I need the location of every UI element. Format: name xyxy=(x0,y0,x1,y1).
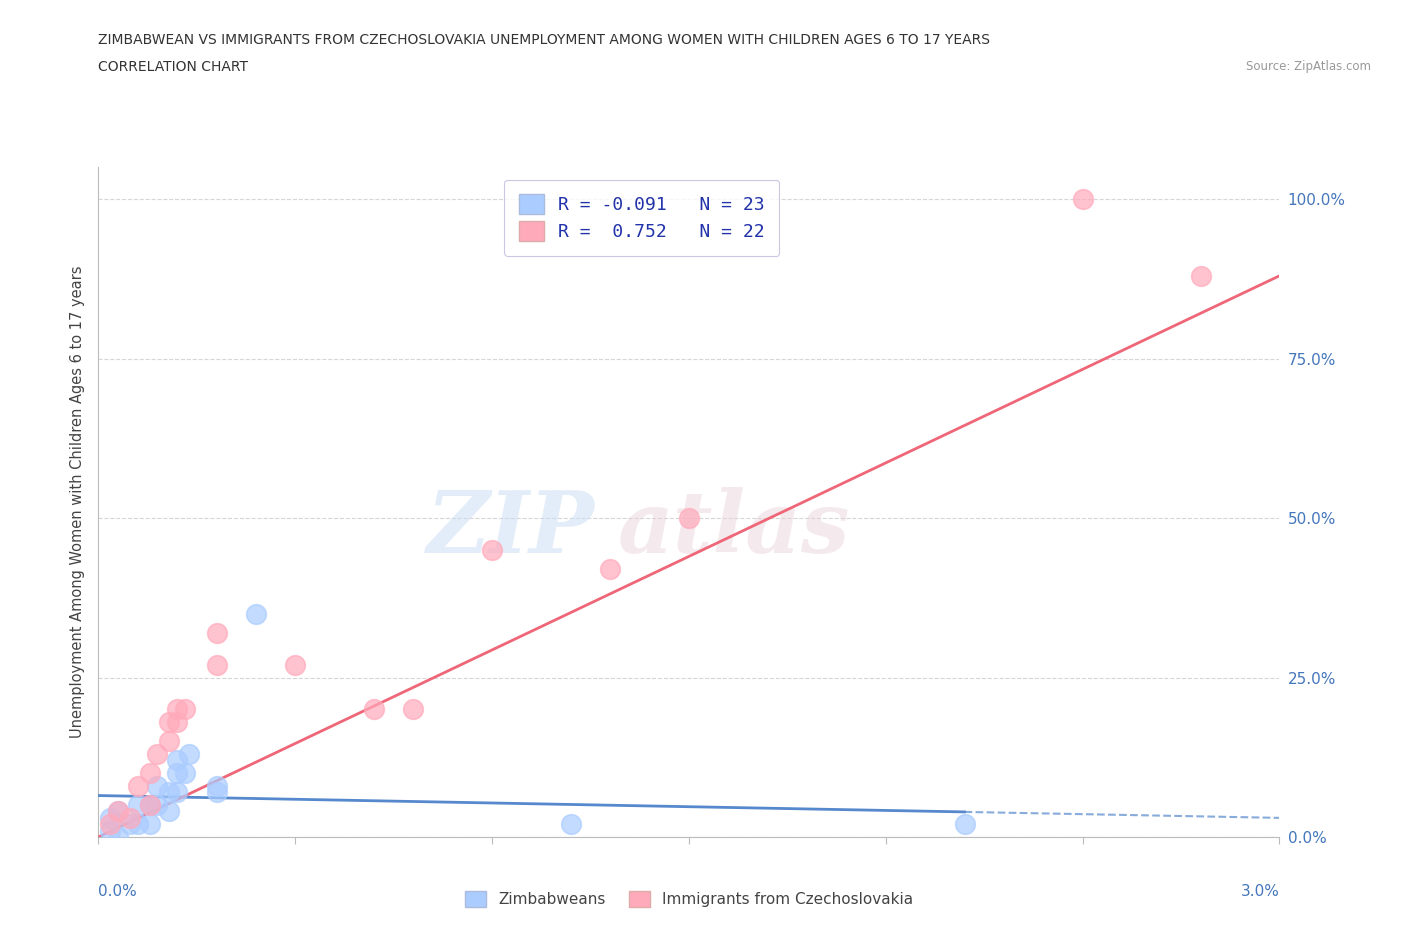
Point xyxy=(146,747,169,762)
Point xyxy=(118,817,141,831)
Point xyxy=(157,804,180,819)
Point xyxy=(560,817,582,831)
Point xyxy=(166,785,188,800)
Point xyxy=(599,562,621,577)
Text: ZIP: ZIP xyxy=(426,487,595,571)
Point xyxy=(157,715,180,730)
Point xyxy=(205,785,228,800)
Point xyxy=(157,734,180,749)
Point xyxy=(107,830,129,844)
Point xyxy=(127,817,149,831)
Point xyxy=(138,765,160,780)
Point xyxy=(138,798,160,813)
Point xyxy=(157,785,180,800)
Point xyxy=(98,810,121,825)
Point xyxy=(146,798,169,813)
Point xyxy=(174,765,197,780)
Point xyxy=(363,702,385,717)
Text: 0.0%: 0.0% xyxy=(98,884,138,899)
Point xyxy=(678,511,700,525)
Point xyxy=(205,778,228,793)
Point xyxy=(98,817,121,831)
Legend: R = -0.091   N = 23, R =  0.752   N = 22: R = -0.091 N = 23, R = 0.752 N = 22 xyxy=(505,179,779,256)
Point xyxy=(118,810,141,825)
Point xyxy=(138,798,160,813)
Y-axis label: Unemployment Among Women with Children Ages 6 to 17 years: Unemployment Among Women with Children A… xyxy=(69,266,84,738)
Text: CORRELATION CHART: CORRELATION CHART xyxy=(98,60,249,74)
Legend: Zimbabweans, Immigrants from Czechoslovakia: Zimbabweans, Immigrants from Czechoslova… xyxy=(458,884,920,913)
Point xyxy=(284,658,307,672)
Point xyxy=(245,606,267,621)
Point xyxy=(138,817,160,831)
Point xyxy=(1189,269,1212,284)
Point xyxy=(481,542,503,557)
Point xyxy=(107,804,129,819)
Point xyxy=(107,804,129,819)
Point xyxy=(177,747,200,762)
Point xyxy=(953,817,976,831)
Point xyxy=(205,658,228,672)
Point xyxy=(402,702,425,717)
Point xyxy=(166,715,188,730)
Point xyxy=(127,778,149,793)
Point xyxy=(166,702,188,717)
Point xyxy=(166,753,188,768)
Point xyxy=(127,798,149,813)
Point xyxy=(205,626,228,641)
Text: Source: ZipAtlas.com: Source: ZipAtlas.com xyxy=(1246,60,1371,73)
Point xyxy=(146,778,169,793)
Point xyxy=(166,765,188,780)
Point xyxy=(98,823,121,838)
Text: 3.0%: 3.0% xyxy=(1240,884,1279,899)
Text: atlas: atlas xyxy=(619,487,851,571)
Point xyxy=(1071,192,1094,206)
Point xyxy=(174,702,197,717)
Text: ZIMBABWEAN VS IMMIGRANTS FROM CZECHOSLOVAKIA UNEMPLOYMENT AMONG WOMEN WITH CHILD: ZIMBABWEAN VS IMMIGRANTS FROM CZECHOSLOV… xyxy=(98,33,990,46)
